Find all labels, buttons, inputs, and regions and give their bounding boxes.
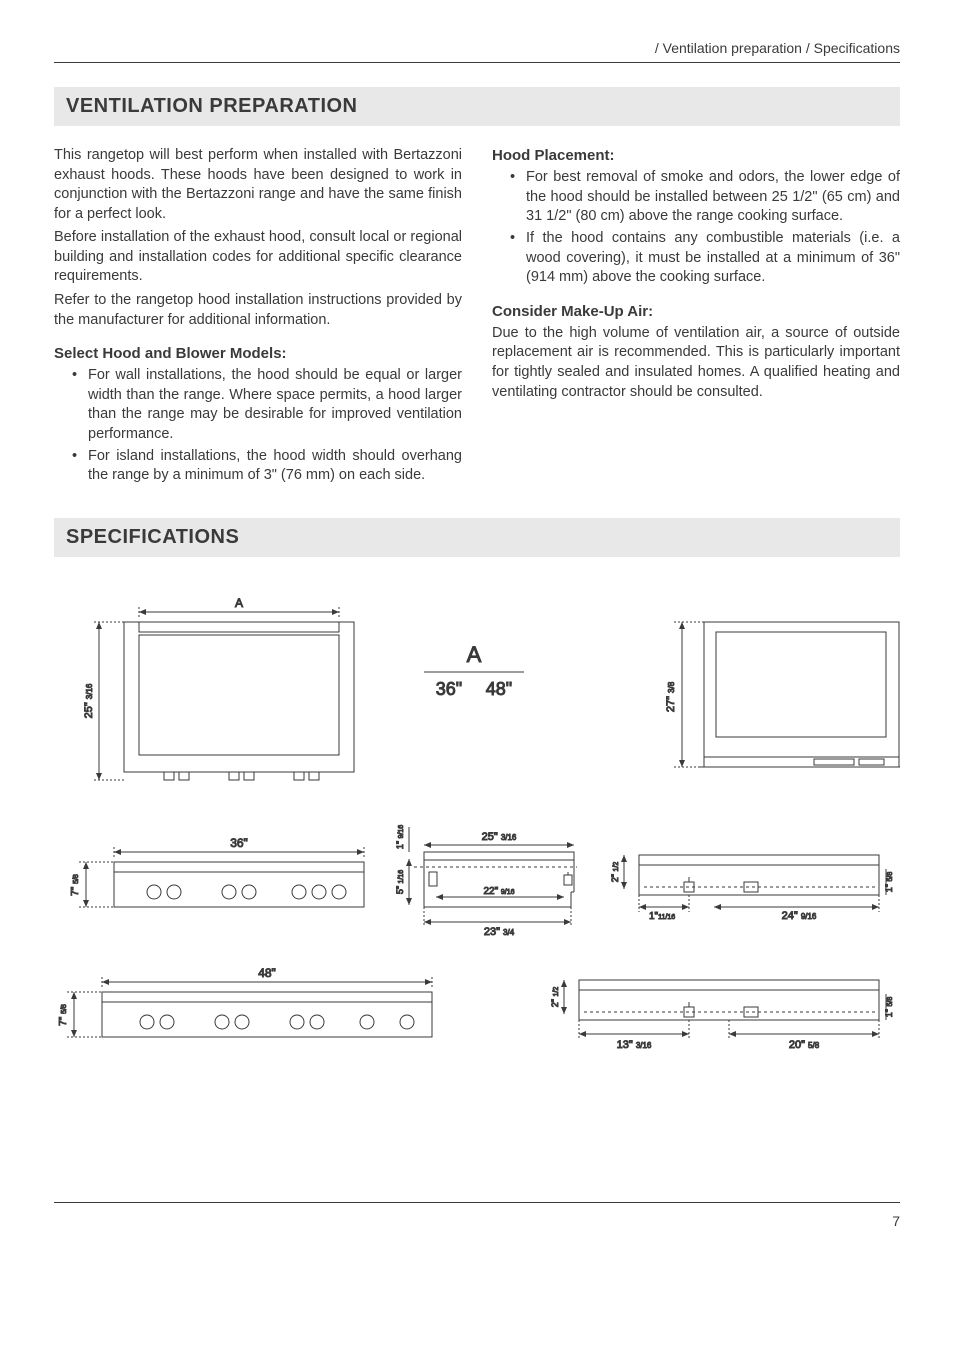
section-title-ventilation: VENTILATION PREPARATION [54, 87, 900, 126]
page-number: 7 [892, 1213, 900, 1229]
para: This rangetop will best perform when ins… [54, 146, 462, 224]
para: Due to the high volume of ventilation ai… [492, 324, 900, 402]
table-cell: 36" [436, 679, 462, 699]
bullet-list: For wall installations, the hood should … [54, 366, 462, 485]
spec-diagram-svg: A [54, 577, 900, 1137]
right-column: Hood Placement: For best removal of smok… [492, 146, 900, 488]
dim-label: 23" 3/4 [484, 926, 515, 938]
subheading-select-hood: Select Hood and Blower Models: [54, 344, 462, 364]
dim-label: 20" 5/8 [789, 1039, 820, 1051]
dim-label: 24" 9/16 [782, 910, 817, 922]
dim-label: 2" 1/2 [610, 861, 620, 882]
dim-label: 7" 5/8 [58, 1004, 69, 1026]
dim-label: 1" 9/16 [395, 824, 405, 848]
dim-label: 1"11/16 [649, 911, 675, 922]
dim-label: 22" 9/16 [483, 886, 514, 897]
list-item: For best removal of smoke and odors, the… [510, 168, 900, 227]
table-cell: 48" [486, 679, 512, 699]
dim-label: 48" [258, 966, 276, 980]
dim-label: 36" [230, 836, 248, 850]
page-footer: 7 [54, 1202, 900, 1229]
section-title-specifications: SPECIFICATIONS [54, 518, 900, 557]
list-item: If the hood contains any combustible mat… [510, 229, 900, 288]
para: Before installation of the exhaust hood,… [54, 228, 462, 287]
specifications-diagrams: A [54, 577, 900, 1142]
breadcrumb: / Ventilation preparation / Specificatio… [54, 40, 900, 63]
para: Refer to the rangetop hood installation … [54, 291, 462, 330]
dim-label: 27" 3/8 [665, 681, 677, 712]
dim-label: 25" 3/16 [482, 831, 517, 843]
dim-label: 25" 3/16 [83, 683, 95, 718]
table-header-a: A [467, 642, 482, 667]
page: / Ventilation preparation / Specificatio… [0, 0, 954, 1259]
subheading-hood-placement: Hood Placement: [492, 146, 900, 166]
dim-label-a: A [235, 596, 243, 610]
dim-label: 7" 5/8 [70, 874, 81, 896]
dim-label: 2" 1/2 [550, 986, 560, 1007]
bullet-list: For best removal of smoke and odors, the… [492, 168, 900, 287]
list-item: For island installations, the hood width… [72, 447, 462, 486]
subheading-makeup-air: Consider Make-Up Air: [492, 302, 900, 322]
two-column-layout: This rangetop will best perform when ins… [54, 146, 900, 488]
dim-label: 5" 1/16 [395, 869, 405, 893]
list-item: For wall installations, the hood should … [72, 366, 462, 444]
dim-label: 13" 3/16 [617, 1039, 652, 1051]
left-column: This rangetop will best perform when ins… [54, 146, 462, 488]
